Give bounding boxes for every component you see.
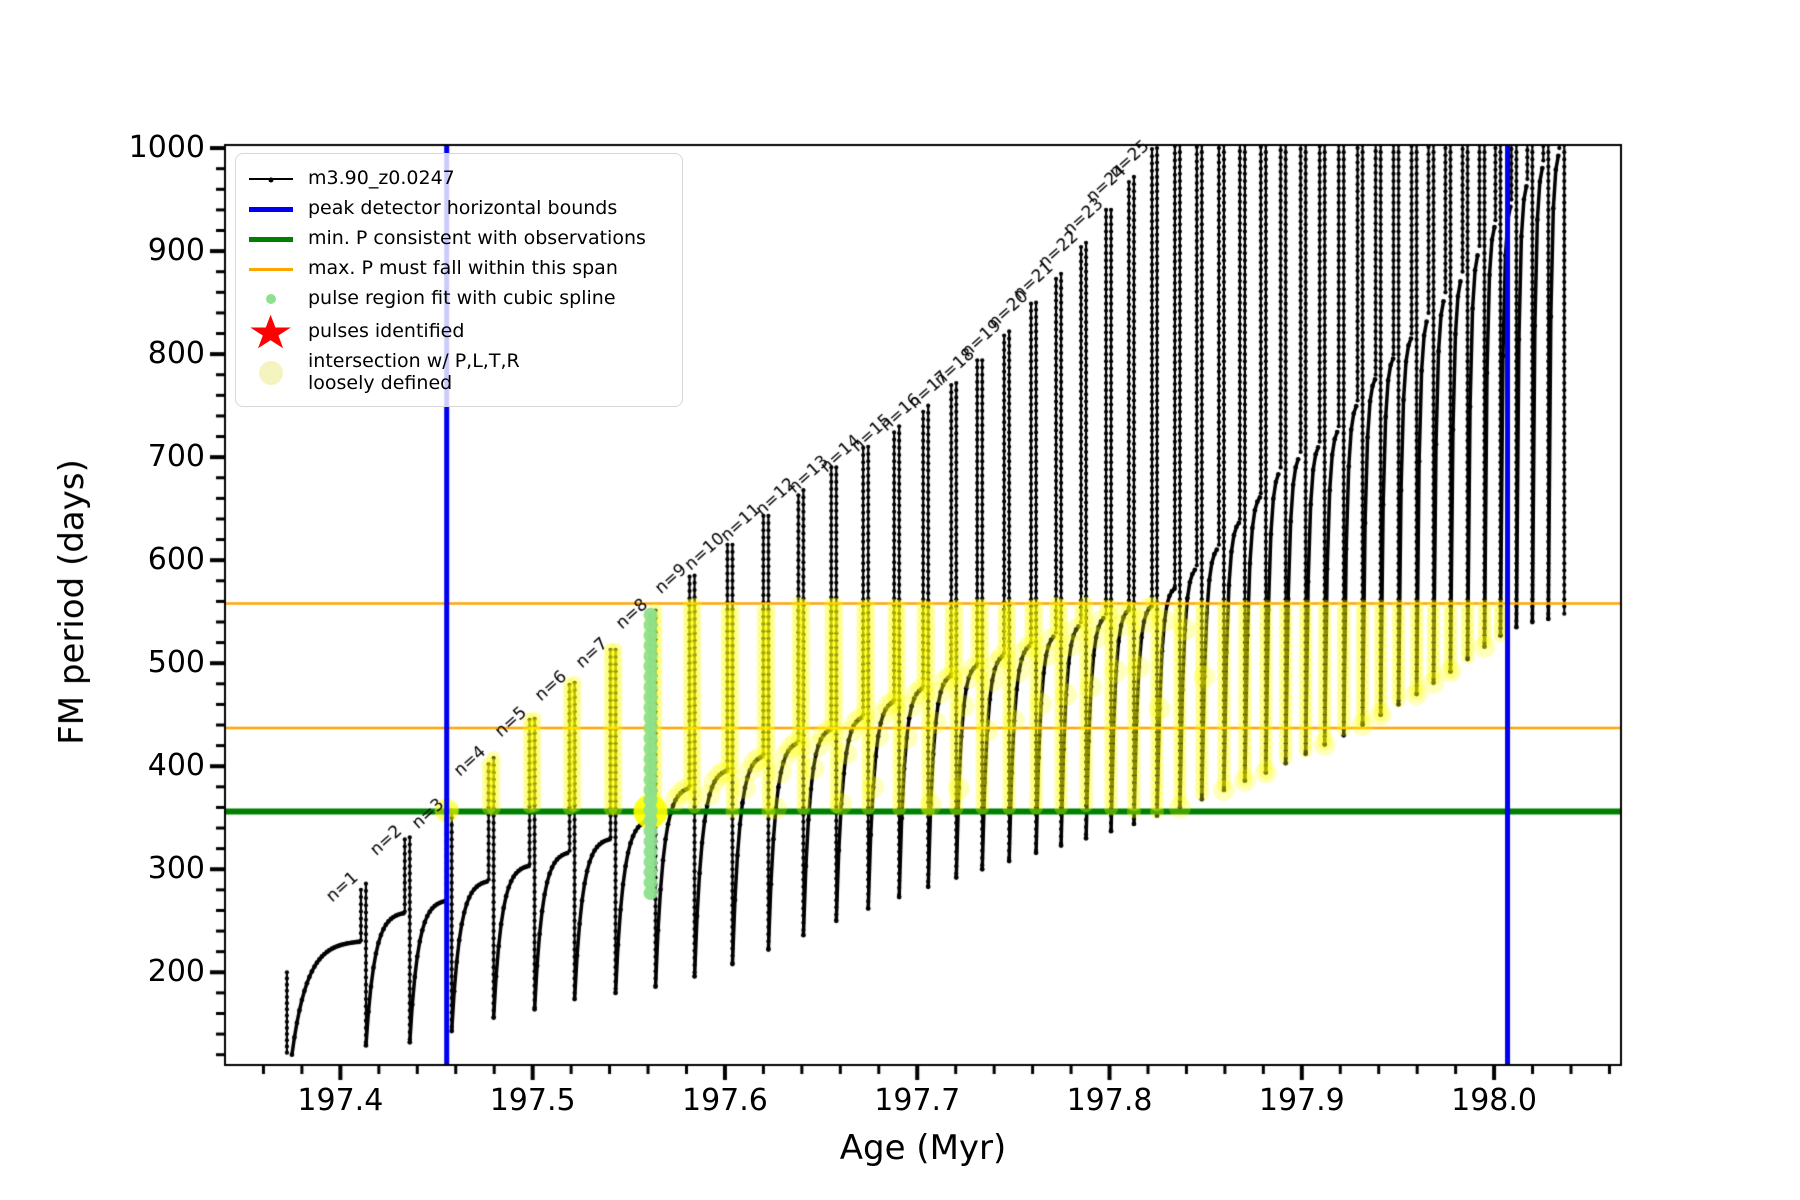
legend-label: min. P consistent with observations — [308, 227, 646, 250]
x-tick-label: 197.5 — [489, 1083, 576, 1118]
y-tick-label: 800 — [147, 336, 205, 372]
legend-item-pulse-region: pulse region fit with cubic spline — [248, 284, 668, 314]
y-tick-label: 900 — [147, 233, 205, 269]
legend-item-peak-bounds: peak detector horizontal bounds — [248, 194, 668, 224]
y-tick-label: 300 — [147, 851, 205, 887]
legend-label: peak detector horizontal bounds — [308, 197, 618, 220]
legend-label: pulse region fit with cubic spline — [308, 287, 616, 310]
series-line-icon — [248, 177, 294, 183]
x-tick-label: 197.7 — [874, 1083, 961, 1118]
green-dot-icon — [248, 294, 294, 304]
legend-item-max-p: max. P must fall within this span — [248, 254, 668, 284]
y-tick-label: 500 — [147, 645, 205, 681]
x-axis-title: Age (Myr) — [839, 1128, 1007, 1168]
x-tick-label: 198.0 — [1451, 1083, 1538, 1118]
yellow-dot-icon — [248, 360, 294, 385]
legend-label: pulses identified — [308, 320, 465, 343]
orange-line-icon — [248, 267, 294, 271]
legend-label: max. P must fall within this span — [308, 257, 618, 280]
x-tick-label: 197.4 — [297, 1083, 384, 1118]
y-axis-title: FM period (days) — [52, 459, 92, 745]
y-tick-label: 700 — [147, 439, 205, 475]
red-star-icon: ★ — [247, 305, 295, 359]
legend-item-min-p: min. P consistent with observations — [248, 224, 668, 254]
legend-item-intersection: intersection w/ P,L,T,R loosely defined — [248, 349, 668, 395]
legend-item-series: m3.90_z0.0247 — [248, 164, 668, 194]
legend: m3.90_z0.0247 peak detector horizontal b… — [235, 153, 683, 408]
legend-label: m3.90_z0.0247 — [308, 167, 455, 190]
x-tick-label: 197.9 — [1258, 1083, 1345, 1118]
x-tick-label: 197.6 — [681, 1083, 768, 1118]
legend-label: intersection w/ P,L,T,R loosely defined — [308, 349, 520, 394]
green-line-icon — [248, 236, 294, 242]
y-tick-label: 1000 — [128, 130, 205, 166]
x-tick-label: 197.8 — [1066, 1083, 1153, 1118]
y-tick-label: 600 — [147, 542, 205, 578]
y-tick-label: 200 — [147, 954, 205, 990]
legend-item-pulses-identified: ★ pulses identified — [247, 305, 668, 359]
y-tick-label: 400 — [147, 748, 205, 784]
blue-line-icon — [248, 206, 294, 212]
